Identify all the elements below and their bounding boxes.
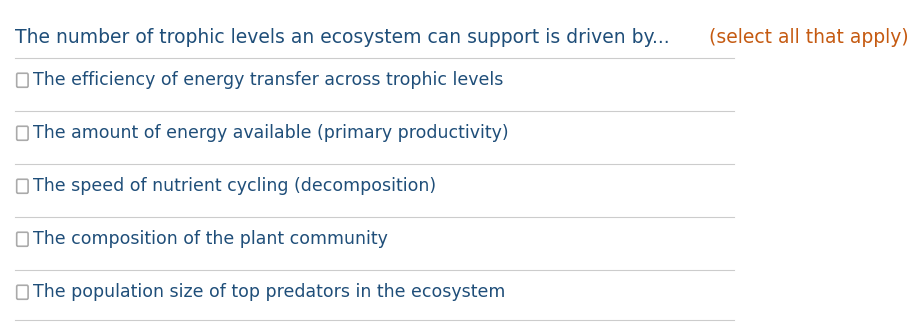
- Text: The speed of nutrient cycling (decomposition): The speed of nutrient cycling (decomposi…: [34, 177, 437, 195]
- FancyBboxPatch shape: [16, 126, 28, 140]
- Text: The amount of energy available (primary productivity): The amount of energy available (primary …: [34, 124, 509, 142]
- Text: The number of trophic levels an ecosystem can support is driven by...: The number of trophic levels an ecosyste…: [15, 28, 675, 47]
- FancyBboxPatch shape: [16, 232, 28, 246]
- Text: The efficiency of energy transfer across trophic levels: The efficiency of energy transfer across…: [34, 71, 504, 89]
- FancyBboxPatch shape: [16, 285, 28, 299]
- Text: (select all that apply): (select all that apply): [709, 28, 908, 47]
- Text: The population size of top predators in the ecosystem: The population size of top predators in …: [34, 283, 506, 301]
- FancyBboxPatch shape: [16, 73, 28, 87]
- FancyBboxPatch shape: [16, 179, 28, 193]
- Text: The composition of the plant community: The composition of the plant community: [34, 230, 389, 248]
